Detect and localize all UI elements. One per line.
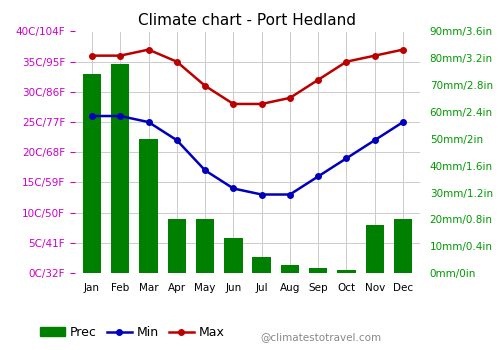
Bar xyxy=(309,268,328,273)
Legend: Prec, Min, Max: Prec, Min, Max xyxy=(40,326,224,339)
Bar xyxy=(252,257,271,273)
Bar xyxy=(366,225,384,273)
Title: Climate chart - Port Hedland: Climate chart - Port Hedland xyxy=(138,13,356,28)
Bar xyxy=(140,139,158,273)
Bar xyxy=(280,265,299,273)
Bar xyxy=(196,219,214,273)
Bar xyxy=(168,219,186,273)
Bar xyxy=(111,64,130,273)
Bar xyxy=(338,270,355,273)
Bar xyxy=(394,219,412,273)
Bar xyxy=(83,75,101,273)
Bar xyxy=(224,238,242,273)
Text: @climatestotravel.com: @climatestotravel.com xyxy=(260,332,381,342)
